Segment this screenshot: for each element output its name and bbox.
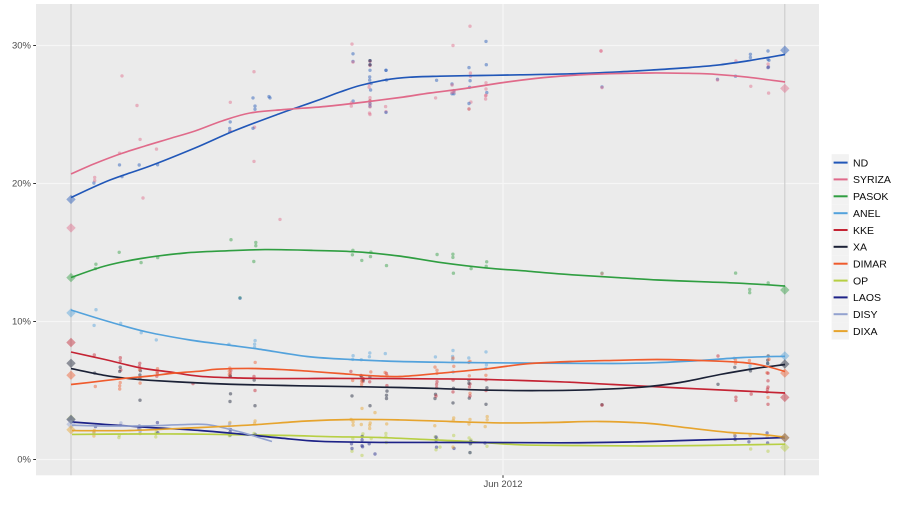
svg-text:Jun 2012: Jun 2012 <box>483 479 522 490</box>
svg-text:OP: OP <box>853 275 868 287</box>
svg-text:30%: 30% <box>12 41 32 52</box>
svg-text:KKE: KKE <box>853 225 874 237</box>
svg-text:0%: 0% <box>17 455 31 466</box>
svg-text:DIXA: DIXA <box>853 326 878 338</box>
svg-text:20%: 20% <box>12 179 32 190</box>
svg-text:DISY: DISY <box>853 309 878 321</box>
svg-text:DIMAR: DIMAR <box>853 259 887 271</box>
svg-text:10%: 10% <box>12 317 32 328</box>
svg-text:PASOK: PASOK <box>853 191 888 203</box>
svg-text:LAOS: LAOS <box>853 292 881 304</box>
svg-text:ND: ND <box>853 157 869 169</box>
svg-text:ANEL: ANEL <box>853 208 881 220</box>
svg-text:XA: XA <box>853 242 867 254</box>
svg-text:SYRIZA: SYRIZA <box>853 174 891 186</box>
